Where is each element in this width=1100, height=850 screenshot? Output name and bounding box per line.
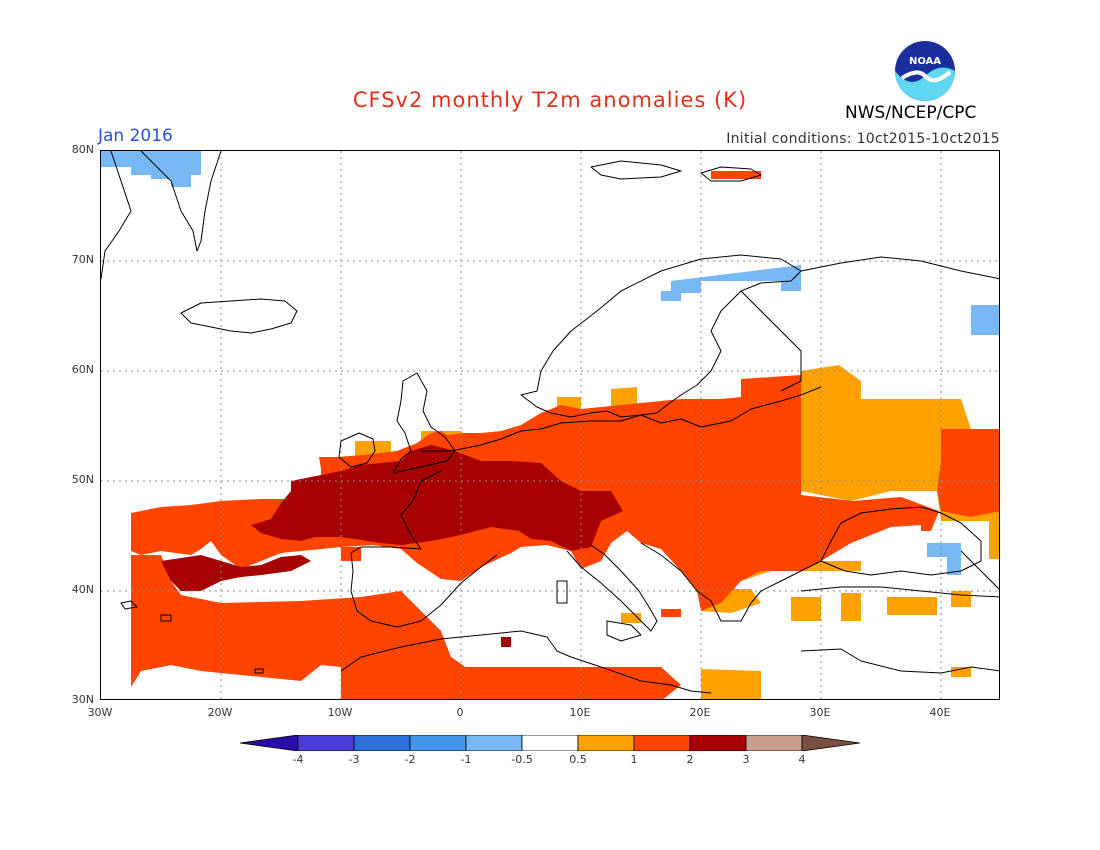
colorbar-label: -2 bbox=[404, 753, 416, 766]
lat-tick-label: 70N bbox=[71, 253, 94, 266]
colorbar-swatch bbox=[745, 735, 803, 751]
lon-tick-label: 20W bbox=[207, 706, 233, 719]
colorbar-label: -1 bbox=[460, 753, 472, 766]
agency-label: NWS/NCEP/CPC bbox=[845, 103, 977, 123]
anomaly-map bbox=[100, 150, 1000, 700]
lon-tick-label: 10W bbox=[327, 706, 353, 719]
lat-tick-label: 50N bbox=[71, 473, 94, 486]
colorbar bbox=[240, 735, 861, 751]
colorbar-label: -3 bbox=[348, 753, 360, 766]
logo-text: NOAA bbox=[909, 56, 941, 67]
colorbar-swatch bbox=[353, 735, 411, 751]
lat-tick-label: 60N bbox=[71, 363, 94, 376]
lon-tick-label: 20E bbox=[689, 706, 711, 719]
lat-tick-label: 30N bbox=[71, 693, 94, 706]
forecast-month: Jan 2016 bbox=[98, 126, 173, 146]
map-canvas bbox=[101, 151, 999, 699]
colorbar-swatch bbox=[465, 735, 523, 751]
anomaly-layer bbox=[101, 151, 999, 699]
colorbar-label: 4 bbox=[798, 753, 806, 766]
lat-tick-label: 40N bbox=[71, 583, 94, 596]
colorbar-label: 0.5 bbox=[569, 753, 587, 766]
lon-tick-label: 30W bbox=[87, 706, 113, 719]
initial-conditions: Initial conditions: 10ct2015-10ct2015 bbox=[726, 131, 1000, 147]
lon-tick-label: 0 bbox=[456, 706, 464, 719]
colorbar-label: 3 bbox=[742, 753, 750, 766]
lat-tick-label: 80N bbox=[71, 143, 94, 156]
colorbar-swatch bbox=[577, 735, 635, 751]
lon-tick-label: 30E bbox=[809, 706, 831, 719]
lon-tick-label: 40E bbox=[929, 706, 951, 719]
lon-tick-label: 10E bbox=[569, 706, 591, 719]
colorbar-label: 2 bbox=[686, 753, 694, 766]
colorbar-swatch bbox=[633, 735, 691, 751]
noaa-logo-icon: NOAA bbox=[895, 41, 955, 101]
colorbar-arrow-low bbox=[240, 735, 299, 751]
colorbar-label: 1 bbox=[630, 753, 638, 766]
colorbar-swatch bbox=[297, 735, 355, 751]
coastlines bbox=[101, 151, 999, 694]
colorbar-arrow-high bbox=[801, 735, 861, 751]
colorbar-label: -4 bbox=[292, 753, 304, 766]
chart-title: CFSv2 monthly T2m anomalies (K) bbox=[352, 88, 748, 112]
graticule bbox=[101, 151, 999, 699]
colorbar-swatch bbox=[521, 735, 579, 751]
colorbar-swatch bbox=[689, 735, 747, 751]
colorbar-label: -0.5 bbox=[511, 753, 533, 766]
colorbar-swatch bbox=[409, 735, 467, 751]
